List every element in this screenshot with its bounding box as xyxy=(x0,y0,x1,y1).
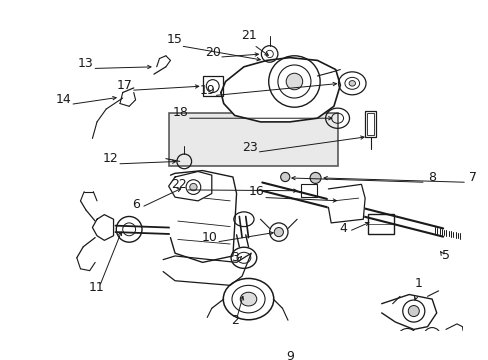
Polygon shape xyxy=(92,215,113,240)
Ellipse shape xyxy=(348,81,355,86)
Text: 23: 23 xyxy=(242,141,258,154)
Text: 15: 15 xyxy=(166,33,182,46)
Bar xyxy=(367,214,393,234)
Text: 3: 3 xyxy=(230,251,238,264)
Text: 11: 11 xyxy=(89,281,104,294)
Text: 19: 19 xyxy=(199,84,215,97)
Circle shape xyxy=(285,73,302,90)
Polygon shape xyxy=(381,294,436,329)
Ellipse shape xyxy=(240,292,256,306)
Polygon shape xyxy=(170,171,236,262)
Circle shape xyxy=(280,172,289,181)
Polygon shape xyxy=(168,171,211,201)
Text: 21: 21 xyxy=(240,29,256,42)
Text: 7: 7 xyxy=(468,171,476,184)
Polygon shape xyxy=(221,58,340,122)
Text: 4: 4 xyxy=(339,222,346,235)
Bar xyxy=(366,113,373,135)
Text: 13: 13 xyxy=(78,57,94,69)
Text: 2: 2 xyxy=(230,314,238,327)
Text: 20: 20 xyxy=(204,46,220,59)
Text: 16: 16 xyxy=(248,185,264,198)
Bar xyxy=(365,111,375,136)
Polygon shape xyxy=(328,184,365,223)
Text: 14: 14 xyxy=(56,93,72,106)
Text: 8: 8 xyxy=(427,171,435,184)
Bar xyxy=(202,76,223,96)
Circle shape xyxy=(407,306,418,316)
Polygon shape xyxy=(163,253,251,285)
Text: 9: 9 xyxy=(285,350,293,360)
Polygon shape xyxy=(445,324,463,348)
Text: 1: 1 xyxy=(414,277,422,290)
Bar xyxy=(300,184,317,197)
Bar xyxy=(169,113,337,166)
Circle shape xyxy=(309,172,321,183)
Text: 10: 10 xyxy=(202,231,218,244)
Text: 12: 12 xyxy=(102,152,119,165)
Text: 6: 6 xyxy=(131,198,139,211)
Text: 5: 5 xyxy=(441,249,449,262)
Circle shape xyxy=(274,228,283,237)
Polygon shape xyxy=(349,333,370,357)
Text: 22: 22 xyxy=(170,178,186,191)
Text: 18: 18 xyxy=(172,106,188,119)
Circle shape xyxy=(189,183,197,191)
Text: 17: 17 xyxy=(116,79,132,92)
